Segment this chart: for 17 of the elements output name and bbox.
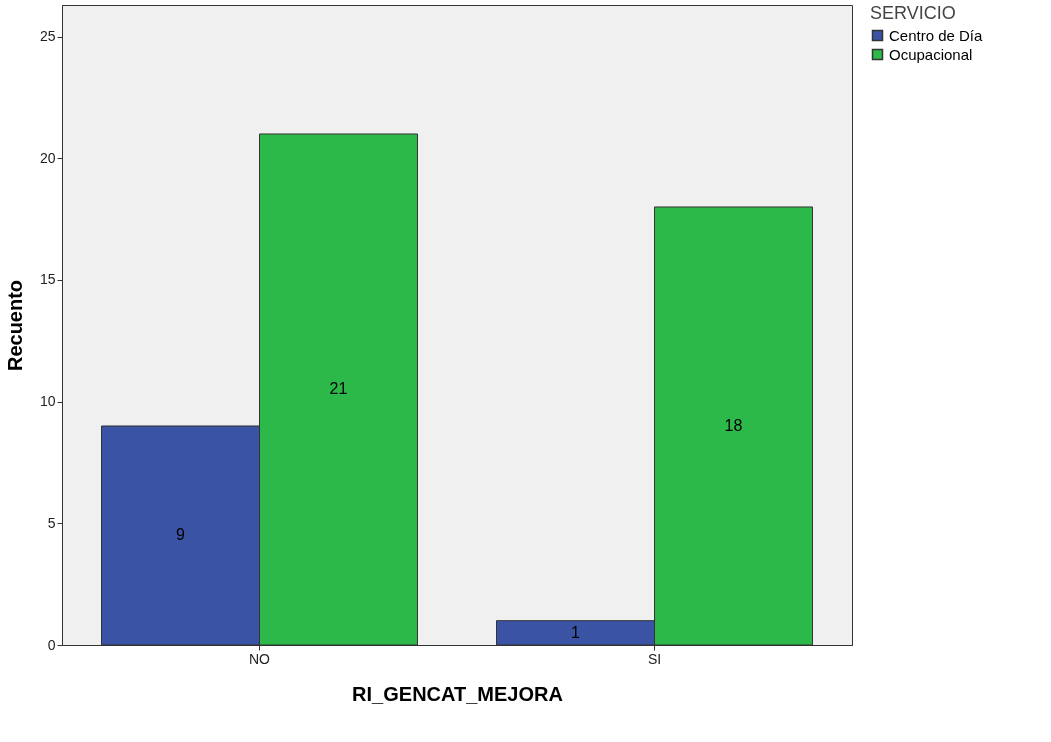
legend-label: Centro de Día <box>889 26 984 44</box>
legend-title: SERVICIO <box>870 3 956 23</box>
y-tick-label: 5 <box>47 514 56 531</box>
data-label: 9 <box>176 526 186 544</box>
data-label: 21 <box>329 380 348 398</box>
data-label: 1 <box>571 623 581 641</box>
legend-label: Ocupacional <box>889 45 973 63</box>
y-tick-label: 25 <box>39 28 56 45</box>
x-axis-title: RI_GENCAT_MEJORA <box>352 682 563 705</box>
y-tick-label: 0 <box>47 636 56 653</box>
y-tick-label: 20 <box>39 149 56 166</box>
y-axis-title: Recuento <box>3 279 26 372</box>
y-tick-label: 10 <box>39 393 56 410</box>
data-label: 18 <box>724 416 743 434</box>
y-tick-label: 15 <box>39 271 56 288</box>
x-tick-label: SI <box>647 650 662 667</box>
x-tick-label: NO <box>249 650 271 667</box>
